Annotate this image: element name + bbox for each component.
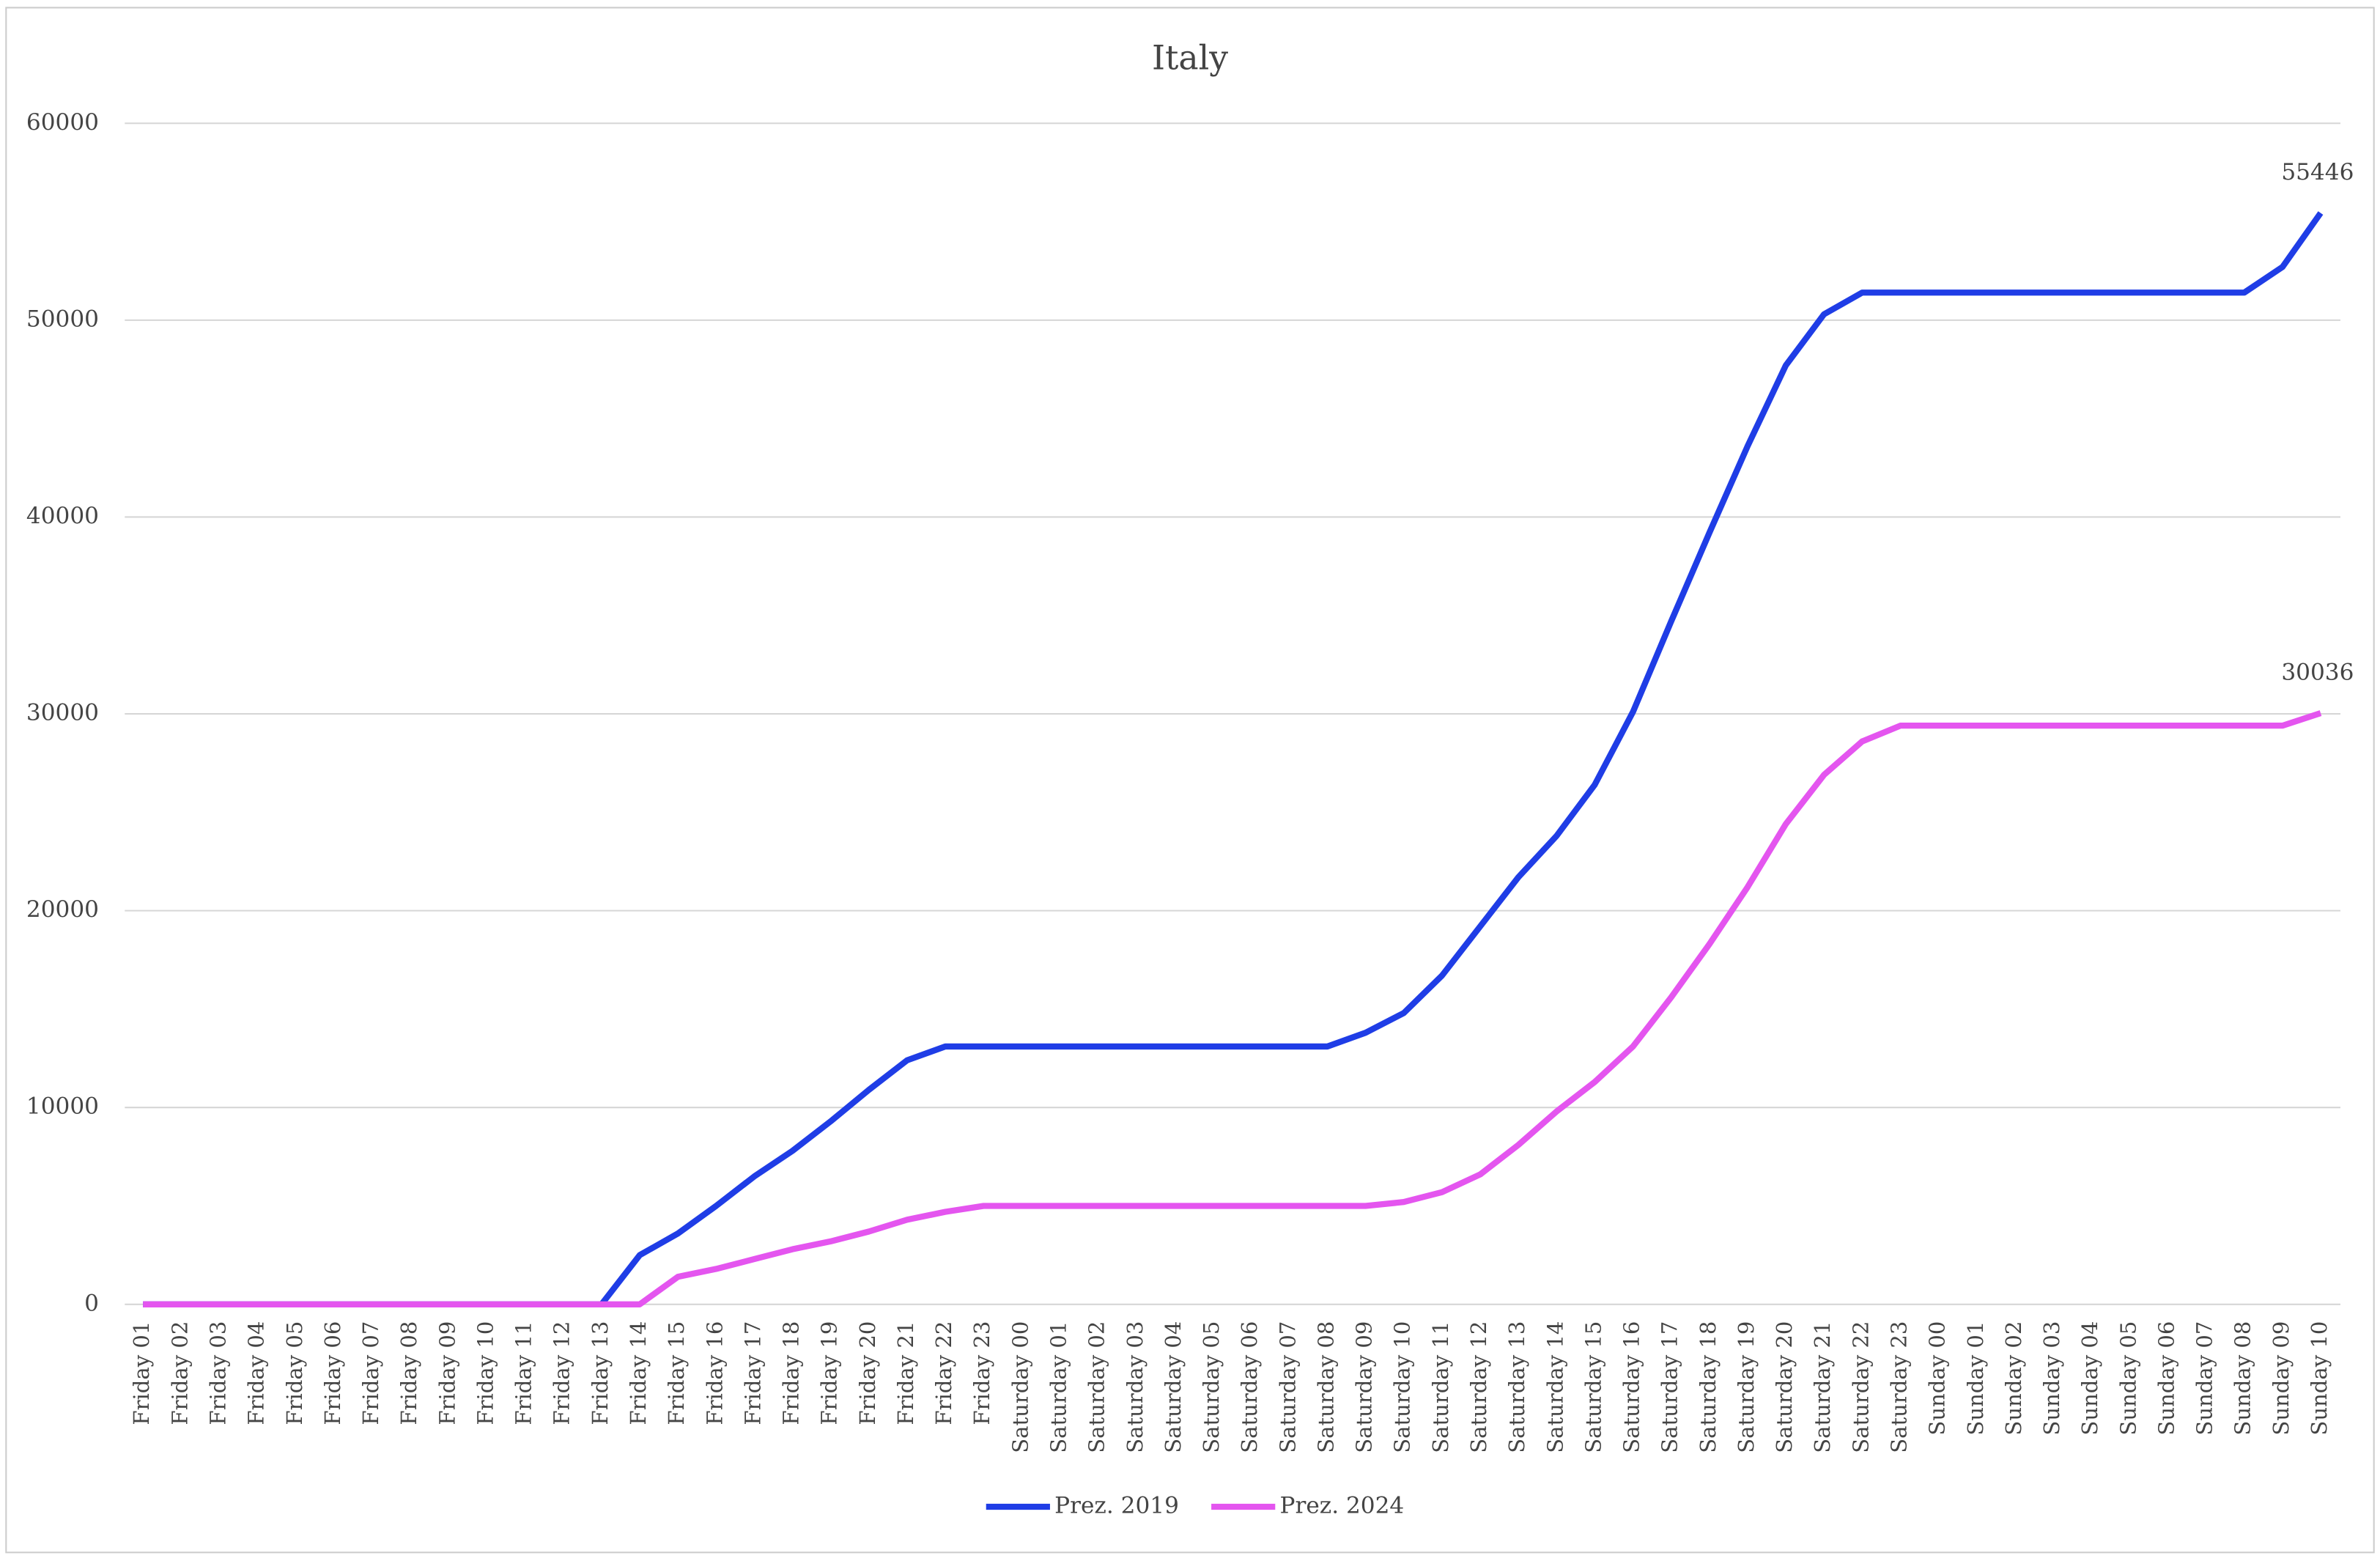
data-label: 30036 [2281, 660, 2354, 686]
x-tick-label: Saturday 11 [1428, 1321, 1453, 1453]
x-tick-label: Friday 12 [550, 1321, 574, 1425]
x-tick-label: Saturday 10 [1390, 1321, 1415, 1453]
x-tick-label: Saturday 17 [1658, 1321, 1682, 1453]
x-tick-label: Friday 23 [969, 1321, 994, 1425]
y-tick-label: 30000 [26, 700, 99, 726]
x-tick-label: Sunday 02 [2001, 1321, 2026, 1436]
x-tick-label: Sunday 10 [2307, 1321, 2332, 1436]
legend-label: Prez. 2024 [1280, 1493, 1405, 1519]
y-tick-label: 0 [84, 1290, 99, 1316]
x-tick-label: Saturday 18 [1696, 1321, 1721, 1453]
x-tick-label: Saturday 20 [1772, 1321, 1797, 1453]
legend: Prez. 2019 Prez. 2024 [986, 1493, 1405, 1519]
data-label: 55446 [2281, 159, 2354, 185]
x-tick-label: Saturday 16 [1619, 1321, 1644, 1453]
x-tick-label: Saturday 07 [1275, 1321, 1300, 1453]
chart-border [5, 7, 2375, 1554]
x-tick-label: Friday 06 [320, 1321, 345, 1425]
x-tick-label: Friday 04 [244, 1321, 269, 1425]
x-tick-label: Sunday 03 [2039, 1321, 2064, 1436]
x-tick-label: Saturday 21 [1810, 1321, 1835, 1453]
x-tick-label: Friday 02 [167, 1321, 192, 1425]
x-tick-label: Friday 10 [473, 1321, 498, 1425]
y-tick-label: 40000 [26, 503, 99, 529]
x-tick-label: Friday 16 [702, 1321, 727, 1425]
x-tick-label: Friday 22 [931, 1321, 956, 1425]
x-tick-label: Saturday 06 [1237, 1321, 1262, 1453]
x-tick-label: Friday 07 [358, 1321, 383, 1425]
x-tick-label: Friday 19 [817, 1321, 842, 1425]
x-tick-label: Saturday 19 [1734, 1321, 1759, 1453]
x-tick-label: Sunday 09 [2269, 1321, 2294, 1436]
x-tick-label: Friday 01 [129, 1321, 154, 1425]
y-tick-label: 50000 [26, 306, 99, 332]
x-tick-label: Sunday 05 [2115, 1321, 2140, 1436]
x-tick-label: Saturday 04 [1161, 1321, 1186, 1453]
x-tick-label: Friday 15 [664, 1321, 689, 1425]
x-tick-label: Friday 03 [205, 1321, 230, 1425]
y-tick-label: 60000 [26, 109, 99, 136]
x-tick-label: Sunday 00 [1925, 1321, 1950, 1436]
x-tick-label: Friday 20 [855, 1321, 880, 1425]
x-tick-label: Friday 09 [435, 1321, 459, 1425]
x-tick-label: Friday 21 [893, 1321, 918, 1425]
x-tick-label: Friday 13 [588, 1321, 613, 1425]
x-tick-label: Sunday 04 [2077, 1321, 2102, 1436]
x-tick-label: Friday 17 [740, 1321, 765, 1425]
x-tick-label: Friday 05 [282, 1321, 307, 1425]
x-tick-label: Saturday 08 [1313, 1321, 1338, 1453]
x-tick-label: Saturday 05 [1199, 1321, 1224, 1453]
x-tick-label: Saturday 09 [1352, 1321, 1377, 1453]
x-tick-label: Saturday 14 [1542, 1321, 1567, 1453]
x-tick-label: Saturday 15 [1581, 1321, 1605, 1453]
x-tick-label: Friday 18 [779, 1321, 804, 1425]
x-tick-label: Sunday 06 [2154, 1321, 2178, 1436]
x-tick-label: Friday 14 [626, 1321, 651, 1425]
x-tick-label: Saturday 02 [1084, 1321, 1109, 1453]
x-tick-label: Friday 08 [396, 1321, 421, 1425]
x-tick-label: Saturday 12 [1466, 1321, 1491, 1453]
x-tick-label: Saturday 22 [1848, 1321, 1873, 1453]
x-tick-label: Sunday 07 [2192, 1321, 2217, 1436]
x-tick-label: Saturday 03 [1123, 1321, 1148, 1453]
x-tick-label: Friday 11 [511, 1321, 536, 1425]
x-tick-label: Saturday 01 [1046, 1321, 1071, 1453]
y-tick-label: 20000 [26, 896, 99, 923]
x-tick-label: Saturday 00 [1008, 1321, 1032, 1453]
x-tick-label: Saturday 23 [1887, 1321, 1912, 1453]
y-tick-label: 10000 [26, 1093, 99, 1120]
series-line [143, 710, 2322, 1307]
chart-title: Italy [1152, 39, 1228, 78]
x-tick-label: Sunday 01 [1963, 1321, 1988, 1436]
x-tick-label: Saturday 13 [1504, 1321, 1529, 1453]
legend-label: Prez. 2019 [1054, 1493, 1179, 1519]
x-tick-label: Sunday 08 [2231, 1321, 2255, 1436]
